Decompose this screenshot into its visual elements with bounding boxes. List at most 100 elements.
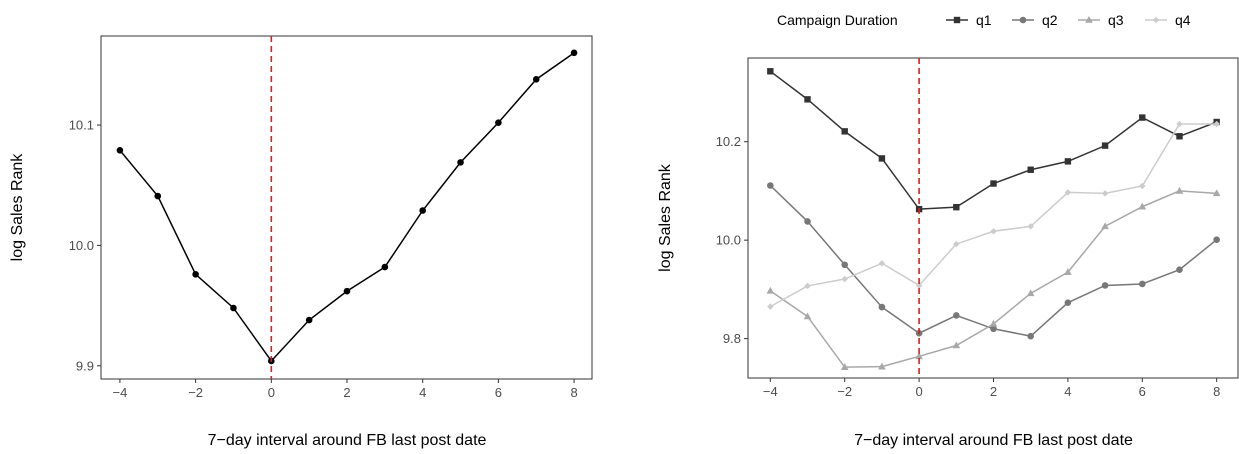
x-tick-label: 0 (915, 384, 922, 399)
legend-key-marker (1152, 16, 1160, 24)
data-point-q4 (1176, 120, 1183, 128)
data-point-q2 (841, 261, 849, 269)
data-point-q1 (1176, 133, 1183, 140)
y-tick-label: 9.8 (723, 331, 741, 346)
data-point-q2 (1213, 236, 1220, 243)
right-chart: −4 −2 0 2 4 6 8 9.8 10.0 10.2 7−day interval aroun… (657, 12, 1239, 449)
data-point-q2 (804, 218, 811, 225)
legend-key-marker (953, 16, 961, 24)
data-point-q4 (841, 275, 848, 283)
legend-label: q4 (1175, 12, 1191, 28)
data-point-q1 (953, 203, 960, 211)
data-point-q2 (878, 303, 886, 311)
data-point-q4 (915, 282, 923, 289)
data-point-q3 (1101, 222, 1109, 230)
y-tick-label: 10.0 (716, 233, 741, 248)
x-tick-label: 6 (1139, 384, 1146, 399)
x-tick-label: 8 (1213, 384, 1220, 399)
legend-key-marker (1019, 16, 1027, 24)
data-point (570, 49, 578, 57)
y-tick-label: 10.1 (69, 118, 94, 133)
data-point-q2 (1101, 282, 1109, 289)
data-point-q4 (878, 260, 886, 267)
series-line-q3 (769, 190, 1217, 368)
legend-key-marker (1085, 16, 1093, 23)
data-point-q3 (1212, 189, 1221, 197)
data-point-q3 (1064, 268, 1072, 275)
y-tick-label: 10.2 (716, 134, 741, 149)
data-point-q1 (1027, 166, 1034, 173)
data-point-q3 (803, 312, 812, 320)
y-axis-title: log Sales Rank (9, 153, 26, 262)
data-point (305, 316, 313, 324)
legend-label: q1 (976, 12, 992, 28)
y-axis-title: log Sales Rank (657, 163, 674, 272)
series-line (119, 52, 575, 363)
y-tick-label: 9.9 (76, 358, 94, 373)
x-tick-label: 2 (343, 385, 350, 400)
data-point-q4 (953, 240, 960, 248)
data-point (419, 207, 426, 214)
plot-panel-border (100, 35, 593, 380)
data-point-q2 (1064, 299, 1072, 306)
data-point-q2 (1138, 280, 1146, 288)
data-point-q2 (1176, 266, 1183, 273)
data-point (457, 159, 464, 166)
x-tick-label: −2 (188, 385, 203, 400)
data-point-q3 (840, 363, 849, 370)
data-point-q3 (989, 319, 998, 327)
data-point-q4 (804, 282, 811, 290)
data-point (116, 147, 124, 154)
x-tick-label: −4 (763, 384, 778, 399)
data-point-q3 (766, 286, 775, 294)
data-point-q1 (767, 68, 774, 75)
data-point-q1 (990, 180, 997, 187)
series-line-q1 (769, 70, 1217, 210)
data-point-q4 (1027, 223, 1034, 230)
legend-label: q3 (1108, 12, 1124, 28)
data-point-q1 (804, 96, 811, 103)
legend-label: q2 (1042, 12, 1058, 28)
x-axis-title: 7−day interval around FB last post date (854, 432, 1133, 449)
legend: Campaign Duration q1 q2 q3 q4 (777, 12, 1191, 28)
x-axis-title: 7−day interval around FB last post date (208, 432, 487, 449)
data-point-q1 (1064, 158, 1072, 165)
x-tick-label: 0 (268, 385, 275, 400)
data-point (343, 287, 351, 295)
data-point (532, 76, 540, 83)
data-point-q3 (1138, 202, 1147, 210)
data-point (381, 263, 389, 271)
data-point-q2 (953, 312, 960, 319)
x-tick-label: 2 (990, 384, 997, 399)
data-point (495, 119, 502, 126)
data-point (192, 270, 199, 278)
left-chart: −4 −2 0 2 4 6 8 9.9 10.0 10.1 7−day interval aroun… (9, 35, 593, 449)
series-line-q4 (769, 123, 1217, 308)
data-point-q4 (990, 228, 997, 235)
x-tick-label: 4 (419, 385, 426, 400)
data-point-q1 (1101, 142, 1109, 149)
x-tick-label: −2 (837, 384, 852, 399)
data-point (154, 192, 162, 200)
data-point-q4 (1139, 182, 1146, 190)
data-point-q3 (878, 362, 886, 370)
data-point-q4 (767, 303, 774, 310)
data-point-q4 (1101, 190, 1109, 197)
data-point-q2 (767, 182, 774, 189)
x-tick-label: 8 (570, 385, 577, 400)
data-point-q3 (915, 352, 923, 360)
data-point-q1 (1139, 114, 1146, 121)
data-point-q2 (1027, 332, 1034, 340)
data-point-q2 (990, 325, 997, 333)
data-point-q1 (841, 128, 848, 135)
data-point (230, 304, 237, 312)
legend-title: Campaign Duration (777, 12, 898, 28)
data-point-q3 (1175, 186, 1184, 194)
y-tick-label: 10.0 (69, 238, 94, 253)
data-point-q3 (952, 341, 961, 349)
data-point-q4 (1213, 120, 1220, 128)
x-tick-label: 6 (495, 385, 502, 400)
x-tick-label: −4 (113, 385, 128, 400)
data-point-q1 (878, 155, 886, 162)
